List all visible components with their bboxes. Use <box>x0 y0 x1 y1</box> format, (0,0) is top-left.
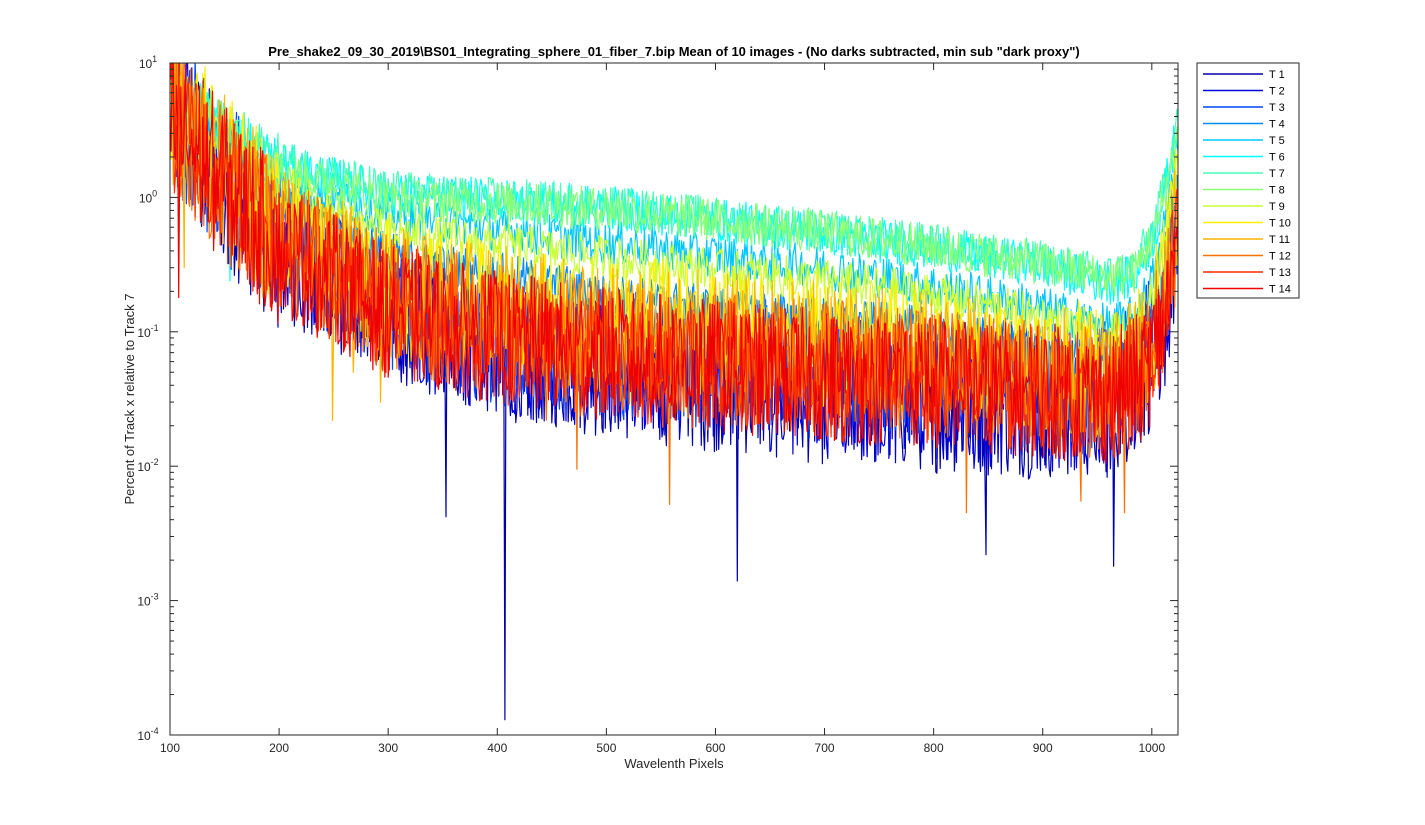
y-tick-exponent: 1 <box>152 54 157 64</box>
x-tick-label: 1000 <box>1138 741 1165 755</box>
plot-area: 100 200 300 400 500 600 700 800 900 1000 10-410-3… <box>137 54 1179 755</box>
series-line <box>170 67 1178 298</box>
legend-label: T 10 <box>1269 218 1291 230</box>
legend-label: T 7 <box>1269 168 1285 180</box>
series-line <box>170 74 1178 349</box>
legend-label: T 8 <box>1269 185 1285 197</box>
x-tick-label: 200 <box>269 741 289 755</box>
legend-label: T 3 <box>1269 102 1285 114</box>
y-tick-exponent: -1 <box>151 323 159 333</box>
legend-label: T 6 <box>1269 152 1285 164</box>
legend-label: T 1 <box>1269 69 1285 81</box>
y-tick-exponent: -3 <box>151 592 159 602</box>
chart-title: Pre_shake2_09_30_2019\BS01_Integrating_s… <box>268 44 1079 59</box>
legend-label: T 5 <box>1269 135 1285 147</box>
legend-label: T 13 <box>1269 267 1291 279</box>
legend: T 1 T 2 T 3 T 4 T 5 T 6 T 7 T 8 T 9 T 10 T 11 T 12 T… <box>1196 62 1300 299</box>
legend-label: T 11 <box>1269 234 1290 246</box>
x-axis-label: Wavelenth Pixels <box>624 756 724 771</box>
y-tick-exponent: 0 <box>152 188 157 198</box>
legend-items: T 1 T 2 T 3 T 4 T 5 T 6 T 7 T 8 T 9 T 10 T 11 T 12 T… <box>1203 69 1291 296</box>
series-line <box>170 63 1178 464</box>
x-tick-label: 100 <box>160 741 180 755</box>
series-layer <box>170 63 1178 721</box>
x-axis: 100 200 300 400 500 600 700 800 900 1000 <box>160 63 1165 755</box>
series-line <box>170 86 1178 359</box>
x-tick-label: 500 <box>596 741 616 755</box>
legend-label: T 14 <box>1269 284 1291 296</box>
legend-label: T 2 <box>1269 86 1285 98</box>
x-tick-label: 800 <box>924 741 944 755</box>
x-tick-label: 400 <box>487 741 507 755</box>
y-tick-exponent: -4 <box>151 726 159 736</box>
x-tick-label: 300 <box>378 741 398 755</box>
legend-label: T 12 <box>1269 251 1291 263</box>
x-tick-label: 700 <box>815 741 835 755</box>
y-axis-label: Percent of Track x relative to Track 7 <box>122 294 137 505</box>
legend-label: T 9 <box>1269 201 1285 213</box>
legend-label: T 4 <box>1269 119 1285 131</box>
y-tick-exponent: -2 <box>151 457 159 467</box>
legend-box <box>1196 62 1300 299</box>
x-tick-label: 600 <box>705 741 725 755</box>
x-tick-label: 900 <box>1033 741 1053 755</box>
axes-box <box>169 62 1179 736</box>
